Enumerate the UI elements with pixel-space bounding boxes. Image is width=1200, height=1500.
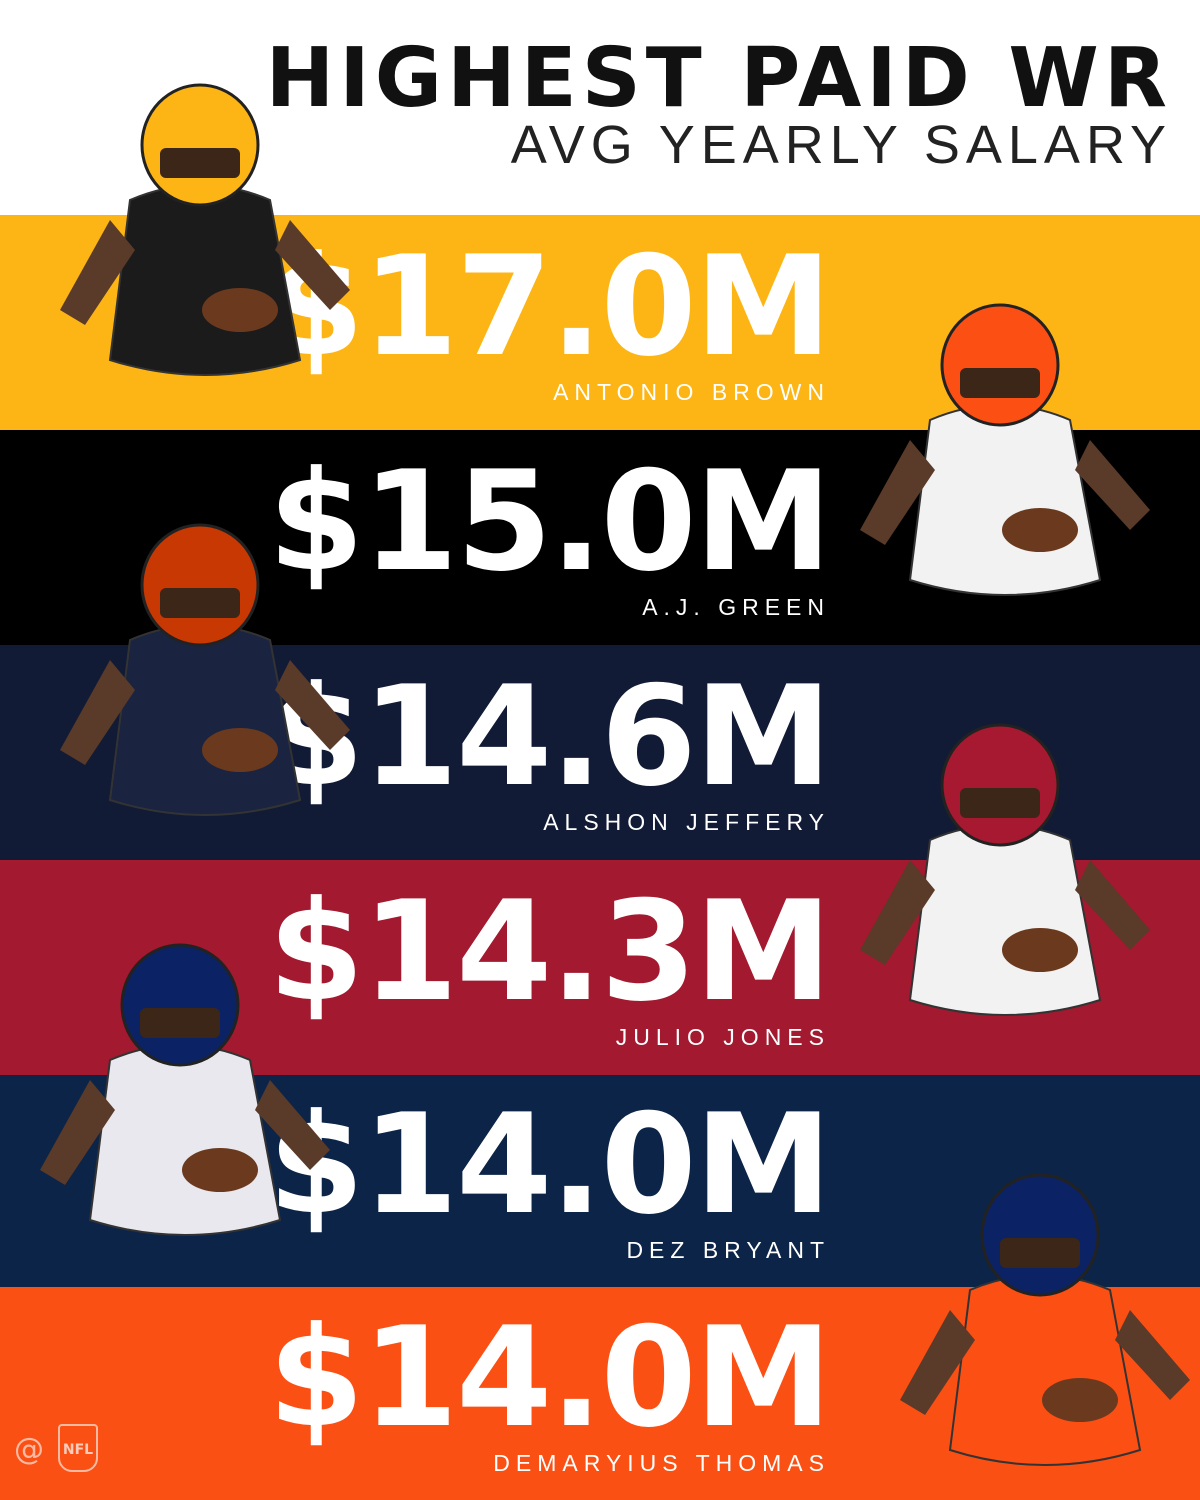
player-photo [860,723,1150,1016]
salary-amount: $14.6M [268,655,832,817]
footer-logo: NFL [58,1424,98,1472]
player-name: DEZ BRYANT [626,1237,830,1263]
salary-amount: $14.0M [268,1084,832,1245]
player-name: JULIO JONES [615,1023,830,1050]
player-name: ALSHON JEFFERY [543,808,830,835]
subtitle: AVG YEARLY SALARY [510,115,1172,175]
player-photo [900,1173,1190,1466]
salary-amount: $14.3M [268,870,832,1032]
player-name: DEMARYIUS THOMAS [493,1449,830,1476]
player-photo [60,523,350,816]
player-photo [40,943,330,1236]
title: HIGHEST PAID WR [265,31,1172,126]
footer-handle: @ [14,1432,44,1467]
player-photo [860,303,1150,596]
player-photo [60,83,350,376]
player-name: ANTONIO BROWN [553,378,830,405]
salary-amount: $14.0M [268,1296,832,1458]
salary-amount: $15.0M [268,440,832,602]
salary-amount: $17.0M [268,225,832,387]
player-name: A.J. GREEN [642,593,830,620]
